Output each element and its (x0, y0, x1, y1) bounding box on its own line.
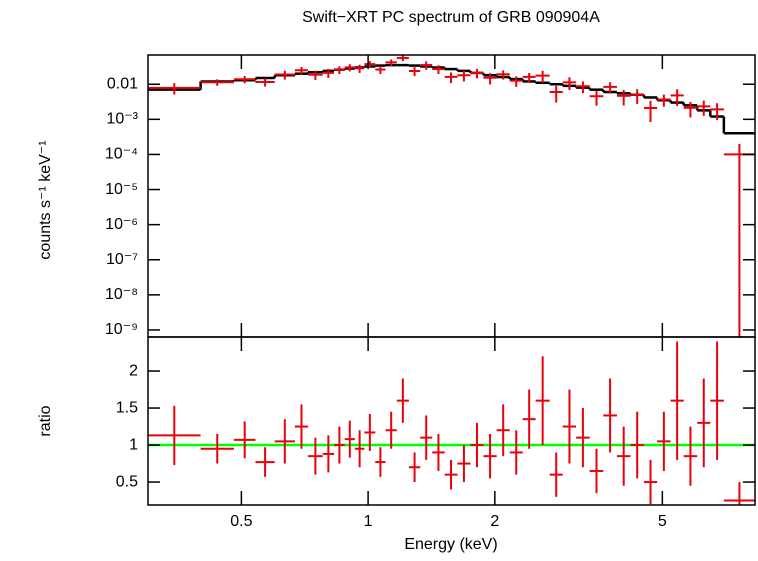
y-tick-label: 10⁻⁸ (105, 286, 138, 303)
y-axis-label: counts s⁻¹ keV⁻¹ (37, 140, 54, 259)
y-tick-label: 10⁻⁷ (106, 251, 138, 268)
y-tick-label: 1.5 (116, 399, 138, 416)
x-tick-label: 0.5 (230, 513, 252, 530)
y-tick-label: 10⁻⁶ (105, 216, 138, 233)
plot-area (148, 55, 755, 337)
chart-title: Swift−XRT PC spectrum of GRB 090904A (302, 9, 600, 26)
y-tick-label: 1 (129, 436, 138, 453)
y-tick-label: 10⁻³ (106, 111, 138, 128)
x-axis-label: Energy (keV) (404, 536, 497, 553)
y-tick-label: 10⁻⁹ (105, 321, 138, 338)
y-tick-label: 2 (129, 362, 138, 379)
panel-frame (147, 336, 756, 506)
y-tick-label: 0.5 (116, 473, 138, 490)
panel: 0.5 1 1.5 2 0.5 1 2 5 (116, 336, 756, 530)
y-axis-label: ratio (37, 405, 54, 436)
panel: 0.01 10⁻³ 10⁻⁴ 10⁻⁵ 10⁻⁶ 10⁻⁷ 10⁻⁸ 10⁻⁹ (105, 54, 756, 338)
plot-area (148, 341, 755, 505)
x-tick-label: 1 (364, 513, 373, 530)
x-tick-label: 5 (658, 513, 667, 530)
y-tick-label: 10⁻⁴ (105, 146, 138, 163)
y-tick-label: 0.01 (107, 75, 138, 92)
y-tick-label: 10⁻⁵ (105, 181, 138, 198)
x-tick-label: 2 (490, 513, 499, 530)
